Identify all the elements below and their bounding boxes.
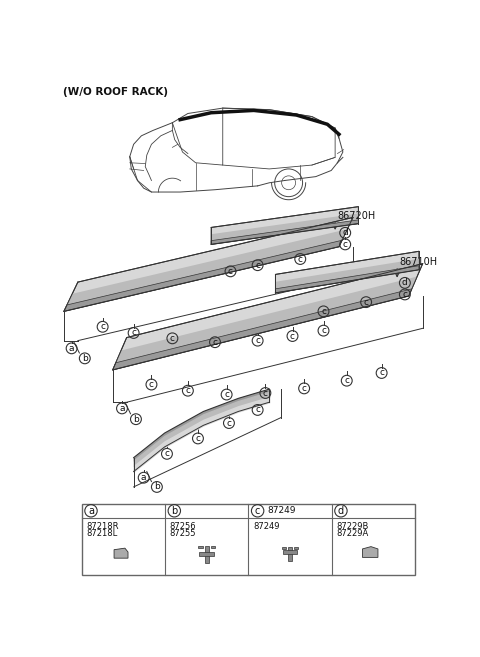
Bar (283, 551, 297, 555)
Polygon shape (113, 263, 423, 370)
Text: b: b (82, 354, 88, 363)
Text: c: c (195, 434, 201, 443)
Text: c: c (224, 390, 229, 399)
Text: 87218L: 87218L (86, 530, 118, 538)
Polygon shape (276, 259, 419, 289)
Text: c: c (170, 334, 175, 343)
Text: a: a (88, 506, 94, 516)
Bar (282, 547, 286, 549)
Text: c: c (227, 419, 231, 428)
Bar (211, 546, 215, 548)
Text: a: a (69, 344, 74, 353)
Text: c: c (165, 449, 169, 459)
Text: c: c (321, 307, 326, 316)
Text: (W/O ROOF RACK): (W/O ROOF RACK) (63, 87, 168, 97)
Text: b: b (171, 506, 178, 516)
Polygon shape (67, 229, 348, 305)
Polygon shape (114, 548, 128, 558)
Text: c: c (255, 336, 260, 345)
Text: c: c (149, 380, 154, 389)
Text: a: a (141, 473, 146, 482)
Text: c: c (185, 386, 191, 396)
Text: c: c (379, 369, 384, 378)
Polygon shape (64, 240, 342, 311)
Polygon shape (276, 265, 419, 293)
Polygon shape (211, 220, 359, 244)
Text: c: c (255, 405, 260, 415)
Text: 87218R: 87218R (86, 522, 119, 532)
Bar (82, 504, 415, 576)
Text: d: d (402, 279, 408, 287)
Text: 87256: 87256 (169, 522, 196, 532)
Polygon shape (116, 277, 417, 363)
Text: 87229A: 87229A (336, 530, 369, 538)
Text: 86720H: 86720H (337, 211, 376, 221)
Bar (294, 547, 298, 549)
Text: c: c (263, 388, 268, 397)
Polygon shape (113, 289, 412, 370)
Text: c: c (343, 240, 348, 249)
Text: c: c (364, 298, 369, 307)
Text: c: c (255, 261, 260, 269)
Text: 86710H: 86710H (399, 257, 438, 267)
Polygon shape (276, 252, 419, 293)
Text: c: c (290, 332, 295, 340)
Text: d: d (338, 506, 344, 516)
Text: c: c (131, 328, 136, 338)
Text: c: c (228, 267, 233, 276)
Text: 87229B: 87229B (336, 522, 369, 532)
Text: c: c (402, 290, 408, 299)
Bar (198, 546, 203, 548)
Text: d: d (342, 229, 348, 237)
Text: 87255: 87255 (169, 530, 196, 538)
Bar (199, 552, 215, 556)
Text: b: b (154, 482, 160, 491)
Polygon shape (211, 207, 359, 244)
Polygon shape (362, 547, 378, 557)
Text: c: c (321, 326, 326, 335)
Polygon shape (114, 548, 128, 558)
Text: b: b (133, 415, 139, 424)
Text: 87249: 87249 (267, 507, 295, 515)
Text: c: c (301, 384, 307, 393)
Bar (288, 547, 292, 561)
Text: c: c (213, 338, 217, 347)
Polygon shape (211, 214, 359, 240)
Text: c: c (100, 323, 105, 331)
Text: c: c (298, 254, 303, 263)
Bar (205, 546, 209, 563)
Text: a: a (119, 404, 125, 413)
Text: 87249: 87249 (253, 522, 279, 532)
Text: c: c (255, 506, 260, 516)
Text: c: c (344, 376, 349, 385)
Polygon shape (64, 217, 353, 311)
